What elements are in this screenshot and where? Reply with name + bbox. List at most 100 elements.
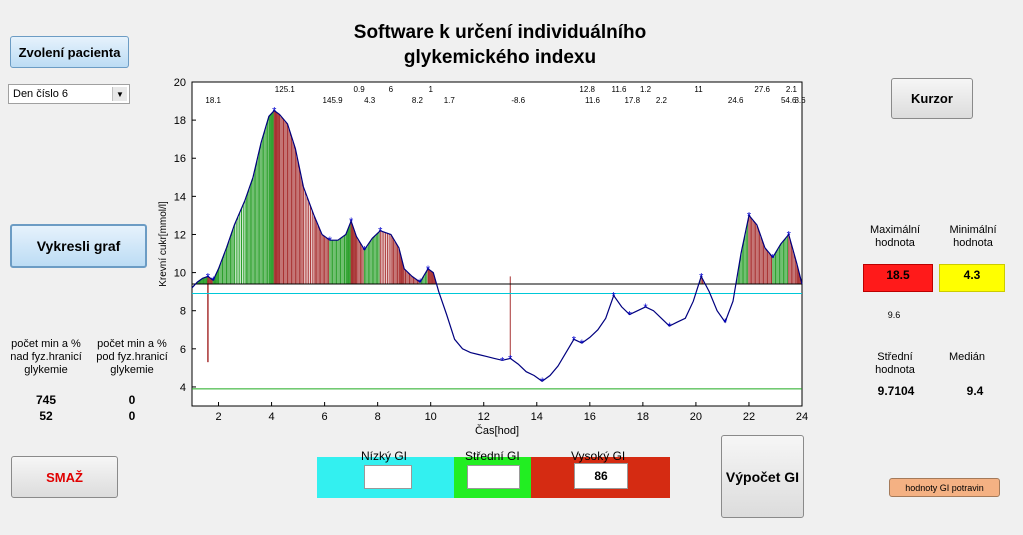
y-tick-label: 14 bbox=[174, 191, 186, 203]
chevron-down-icon[interactable]: ▼ bbox=[112, 87, 127, 101]
min-value-label: Minimální hodnota bbox=[949, 224, 997, 249]
extremum-marker: * bbox=[328, 235, 333, 247]
extremum-marker: * bbox=[572, 334, 577, 346]
extremum-marker: * bbox=[211, 275, 216, 287]
draw-graph-button[interactable]: Vykresli graf bbox=[10, 224, 147, 268]
top-label: 18.1 bbox=[205, 96, 221, 105]
extremum-marker: * bbox=[643, 302, 648, 314]
top-label: 27.6 bbox=[754, 85, 770, 94]
x-tick-label: 20 bbox=[690, 411, 702, 423]
x-tick-label: 16 bbox=[584, 411, 596, 423]
max-value: 18.5 bbox=[863, 264, 933, 292]
extremum-marker: * bbox=[508, 353, 513, 365]
top-label: 11.6 bbox=[612, 85, 628, 94]
glucose-chart: * ********* *** **********2 4 6 8 10 12 14 16 18 20 2… bbox=[158, 77, 808, 437]
top-label: 1 bbox=[428, 85, 433, 94]
extremum-marker: * bbox=[699, 271, 704, 283]
compute-gi-button[interactable]: Výpočet GI bbox=[721, 435, 804, 518]
top-label: 12.8 bbox=[579, 85, 595, 94]
extremum-marker: * bbox=[418, 277, 423, 289]
y-tick-label: 10 bbox=[174, 268, 186, 280]
top-label: 17.8 bbox=[624, 96, 640, 105]
cursor-button[interactable]: Kurzor bbox=[891, 78, 973, 119]
day-select-value: Den číslo 6 bbox=[13, 88, 69, 100]
x-tick-label: 14 bbox=[531, 411, 543, 423]
extremum-marker: * bbox=[349, 216, 354, 228]
select-patient-button[interactable]: Zvolení pacienta bbox=[10, 36, 129, 68]
extremum-marker: * bbox=[723, 317, 728, 329]
extremum-marker: * bbox=[627, 310, 632, 322]
above-limit-label: počet min a % nad fyz.hranicí glykemie bbox=[10, 338, 82, 376]
mid-gi-value bbox=[467, 465, 520, 489]
high-gi-value: 86 bbox=[574, 463, 628, 489]
glucose-curve bbox=[191, 109, 803, 382]
title-line-2: glykemického indexu bbox=[403, 47, 597, 68]
top-label: 8.2 bbox=[412, 96, 424, 105]
top-label: 4.3 bbox=[364, 96, 376, 105]
above-limit-minutes: 745 bbox=[35, 393, 57, 407]
extremum-marker: * bbox=[667, 321, 672, 333]
top-label: 6 bbox=[389, 85, 394, 94]
y-tick-label: 12 bbox=[174, 229, 186, 241]
top-label: 2.1 bbox=[786, 85, 798, 94]
top-label: 3.6 bbox=[794, 96, 806, 105]
y-axis-label: Krevní cukr[mmol/l] bbox=[158, 201, 169, 287]
extremum-marker: * bbox=[747, 210, 752, 222]
x-tick-label: 22 bbox=[743, 411, 755, 423]
mean-value: 9.7104 bbox=[877, 384, 915, 398]
top-label: 24.6 bbox=[728, 96, 744, 105]
top-label: 54.6 bbox=[781, 96, 797, 105]
x-tick-label: 24 bbox=[796, 411, 808, 423]
below-limit-label: počet min a % pod fyz.hranicí glykemie bbox=[96, 338, 168, 376]
x-tick-label: 8 bbox=[375, 411, 381, 423]
top-label: 2.2 bbox=[656, 96, 668, 105]
median-value-label: Medián bbox=[948, 351, 986, 363]
extremum-marker: * bbox=[426, 264, 431, 276]
y-tick-label: 20 bbox=[174, 77, 186, 89]
top-label: 1.7 bbox=[444, 96, 456, 105]
y-tick-label: 8 bbox=[180, 306, 186, 318]
below-limit-minutes: 0 bbox=[128, 393, 136, 407]
mean-value-label: Střední hodnota bbox=[875, 351, 915, 376]
top-label: 11 bbox=[694, 85, 703, 94]
chart-plot-area: * ********* *** **********2 4 6 8 10 12 14 16 18 20 2… bbox=[158, 77, 808, 437]
top-label: 1.2 bbox=[640, 85, 652, 94]
top-label: 0.9 bbox=[354, 85, 366, 94]
delete-button[interactable]: SMAŽ bbox=[11, 456, 118, 498]
x-tick-label: 6 bbox=[322, 411, 328, 423]
y-tick-label: 4 bbox=[180, 382, 186, 394]
mid-gi-label: Střední GI bbox=[465, 449, 520, 463]
extremum-marker: * bbox=[787, 229, 792, 241]
extremum-marker: * bbox=[206, 271, 211, 283]
gi-foods-button[interactable]: hodnoty GI potravin bbox=[889, 478, 1000, 497]
title-line-1: Software k určení individuálního bbox=[353, 22, 647, 43]
y-tick-label: 6 bbox=[180, 344, 186, 356]
above-limit-percent: 52 bbox=[39, 409, 53, 423]
max-value-label: Maximální hodnota bbox=[869, 224, 921, 249]
low-gi-label: Nízký GI bbox=[361, 449, 408, 463]
extremum-marker: * bbox=[612, 290, 617, 302]
top-label: 11.6 bbox=[585, 96, 601, 105]
extremum-marker: * bbox=[378, 226, 383, 238]
top-label: 125.1 bbox=[275, 85, 296, 94]
extremum-marker: * bbox=[500, 355, 505, 367]
min-value: 4.3 bbox=[939, 264, 1005, 292]
extremum-marker: * bbox=[771, 252, 776, 264]
extra-value: 9.6 bbox=[887, 310, 901, 320]
y-tick-label: 18 bbox=[174, 115, 186, 127]
x-tick-label: 12 bbox=[478, 411, 490, 423]
x-tick-label: 2 bbox=[215, 411, 221, 423]
day-select[interactable]: Den číslo 6 ▼ bbox=[8, 84, 130, 104]
y-tick-label: 16 bbox=[174, 153, 186, 165]
high-gi-label: Vysoký GI bbox=[571, 449, 626, 463]
x-tick-label: 10 bbox=[425, 411, 437, 423]
top-label: -8.6 bbox=[511, 96, 525, 105]
top-label: 145.9 bbox=[323, 96, 344, 105]
extremum-marker: * bbox=[272, 106, 277, 118]
low-gi-value bbox=[364, 465, 412, 489]
below-limit-percent: 0 bbox=[128, 409, 136, 423]
extremum-marker: * bbox=[580, 338, 585, 350]
x-tick-label: 4 bbox=[269, 411, 275, 423]
extremum-marker: * bbox=[540, 376, 545, 388]
page-title: Software k určení individuálního glykemi… bbox=[260, 20, 740, 70]
